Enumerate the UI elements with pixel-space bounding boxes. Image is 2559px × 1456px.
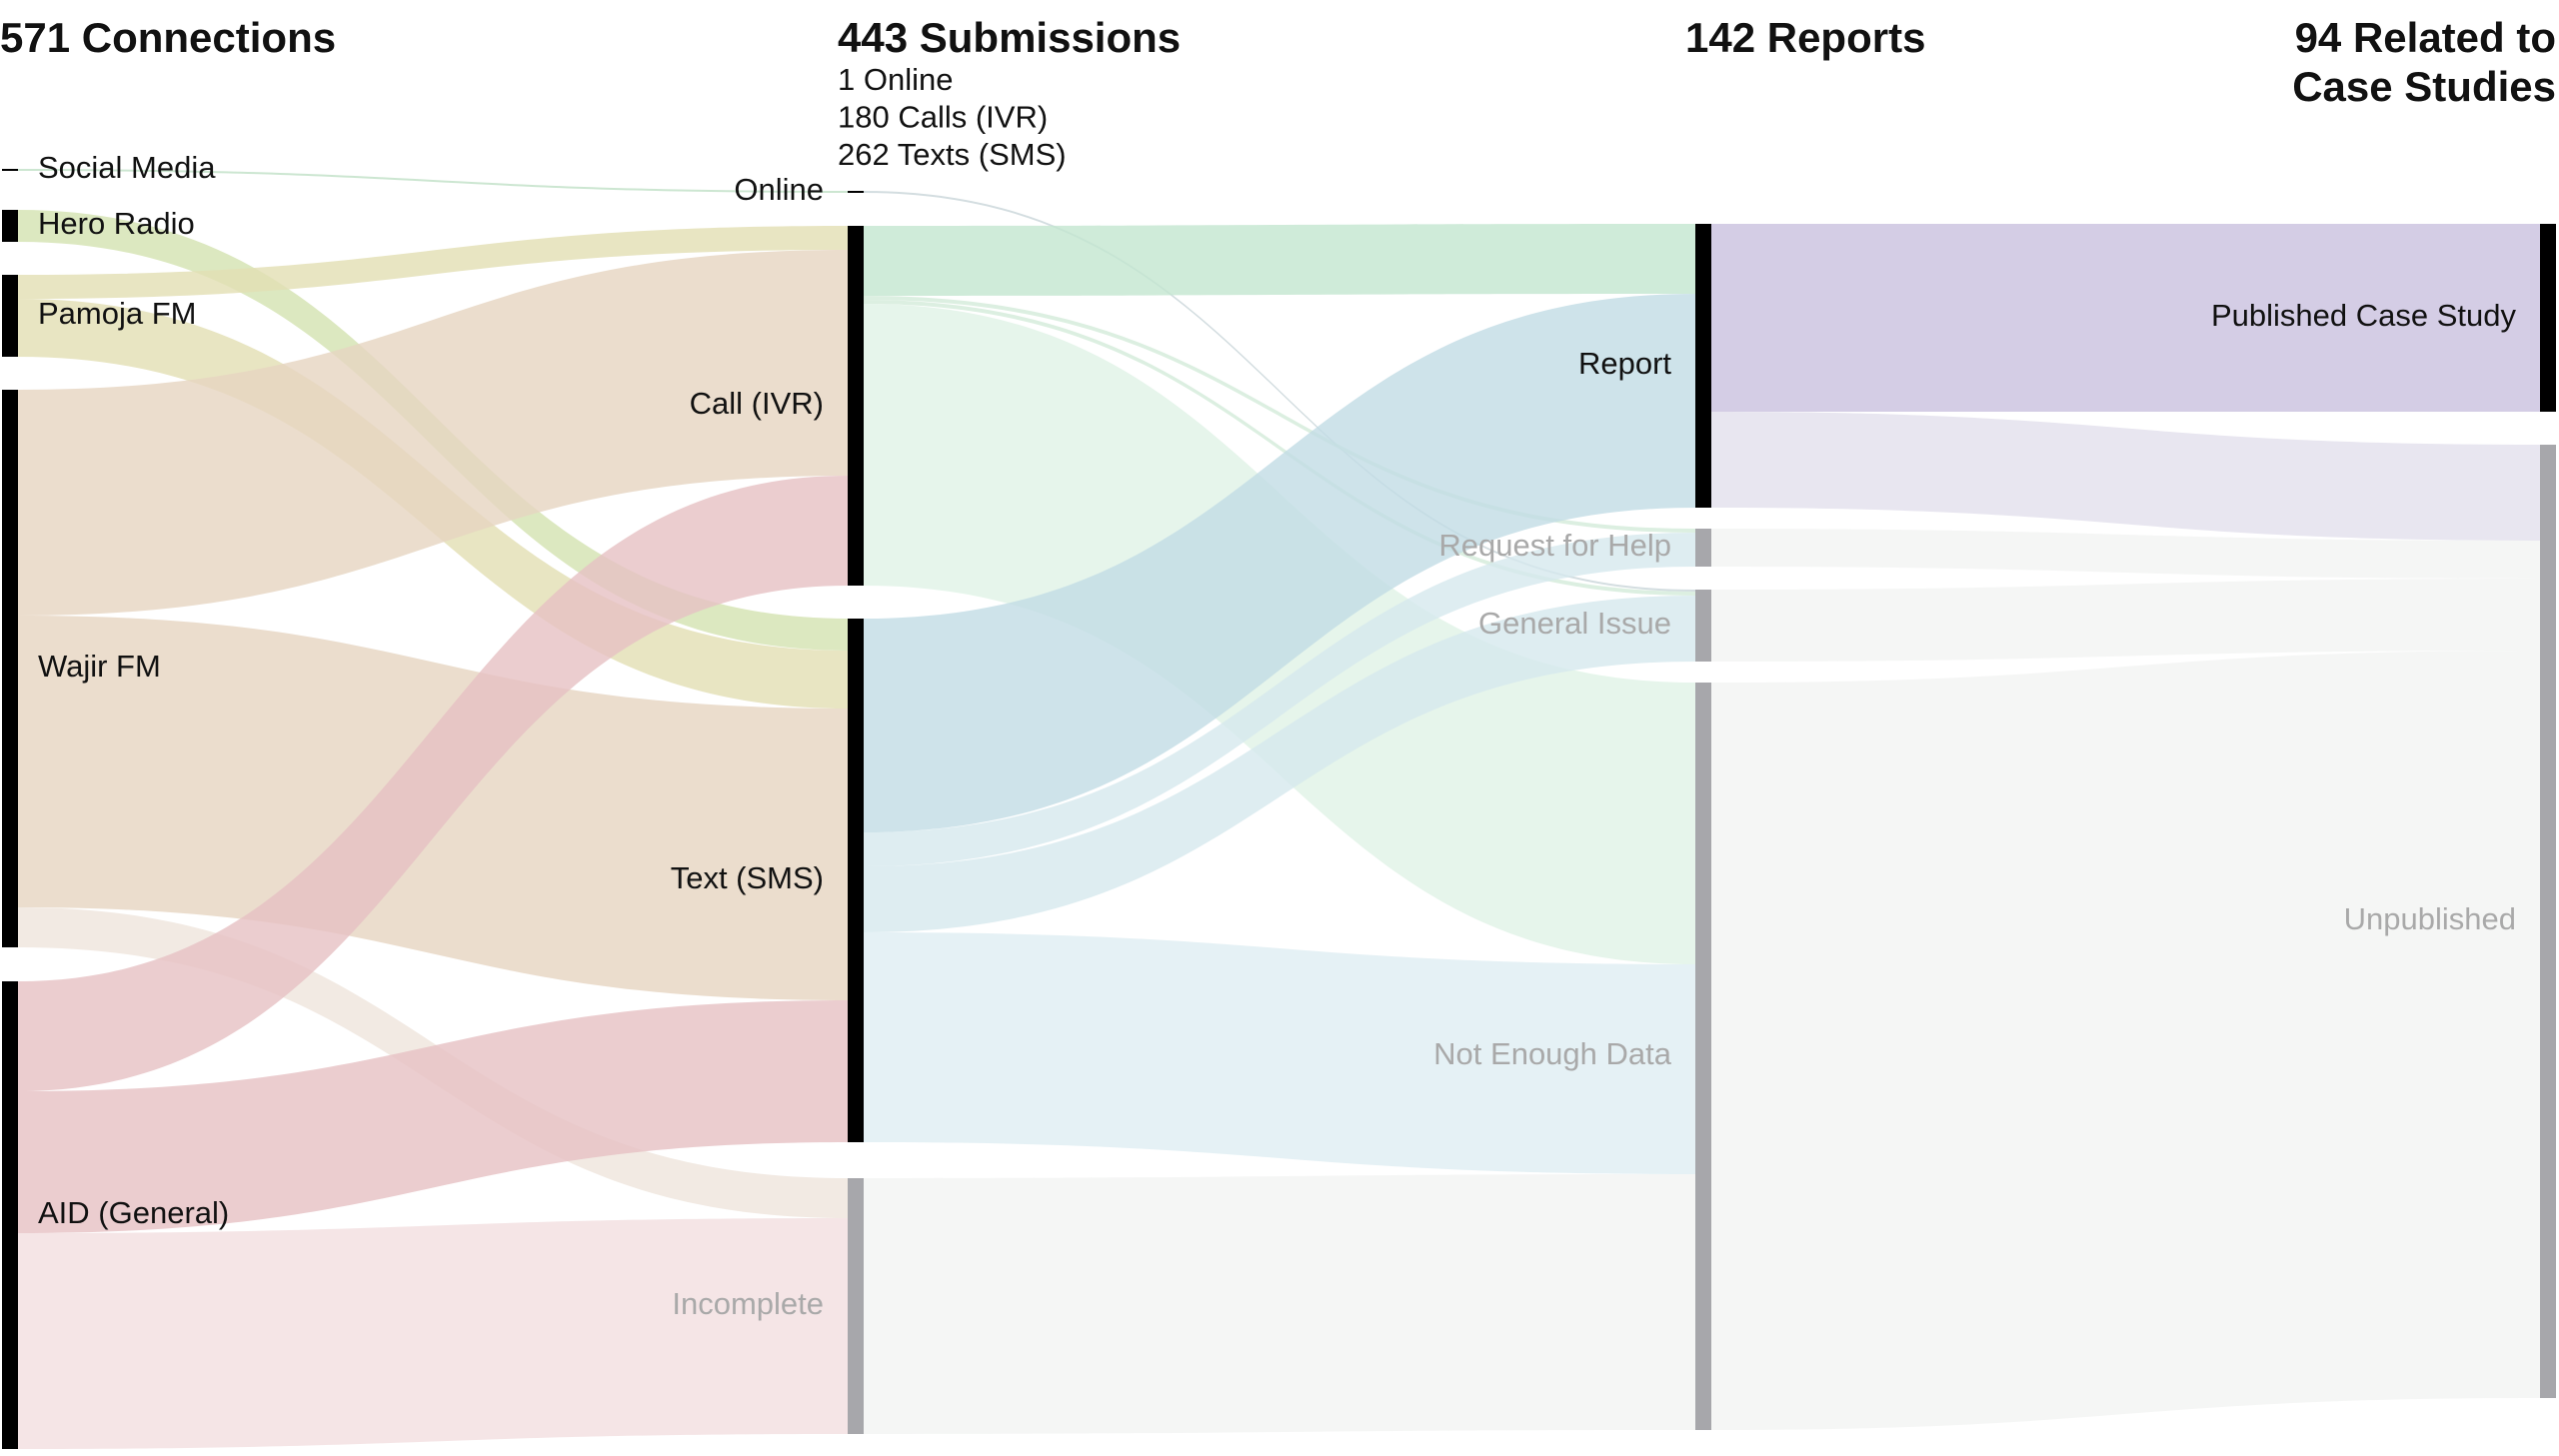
labels: Social Media Hero Radio Pamoja FM Wajir FM A… xyxy=(38,150,2516,1321)
column-subtitle: 262 Texts (SMS) xyxy=(838,137,1067,172)
links xyxy=(18,169,2540,1449)
node-label: Wajir FM xyxy=(38,649,161,684)
node-bar xyxy=(1695,683,1711,1430)
flow xyxy=(1711,651,2540,1430)
flow xyxy=(1711,224,2540,412)
flow xyxy=(864,932,1695,1174)
node-label: Hero Radio xyxy=(38,206,195,241)
node-label: Request for Help xyxy=(1438,528,1671,563)
column-title: 571 Connections xyxy=(0,14,336,61)
column-title: 443 Submissions xyxy=(838,14,1181,61)
column-subtitle: 1 Online xyxy=(838,62,953,97)
column-title: 94 Related to xyxy=(2295,14,2556,61)
flow xyxy=(864,224,1695,296)
flow xyxy=(1711,412,2540,541)
node-bar xyxy=(1695,529,1711,567)
node-label: Not Enough Data xyxy=(1433,1036,1672,1071)
node-bar xyxy=(2,981,18,1449)
flow xyxy=(1711,579,2540,662)
node-bar xyxy=(2,210,18,242)
column-title: Case Studies xyxy=(2292,63,2556,110)
node-label: Unpublished xyxy=(2344,901,2516,936)
node-bar xyxy=(848,619,864,1142)
flow xyxy=(864,191,1695,592)
flow xyxy=(18,250,848,616)
node-label: General Issue xyxy=(1478,606,1671,641)
flow xyxy=(864,300,1695,596)
node-label: Online xyxy=(734,172,824,207)
flow xyxy=(18,1218,848,1449)
node-bar xyxy=(2,390,18,947)
flow xyxy=(864,596,1695,932)
node-bar xyxy=(2,169,18,171)
flow xyxy=(864,1174,1695,1434)
node-label: Social Media xyxy=(38,150,216,185)
node-bar xyxy=(2540,445,2556,1398)
node-label: AID (General) xyxy=(38,1195,229,1230)
node-bar xyxy=(1695,590,1711,662)
nodes xyxy=(2,169,2556,1449)
flow xyxy=(864,533,1695,866)
flow xyxy=(18,169,848,193)
node-label: Call (IVR) xyxy=(690,386,824,421)
flow xyxy=(864,296,1695,533)
node-label: Text (SMS) xyxy=(671,860,824,895)
flow xyxy=(18,226,848,299)
node-bar xyxy=(848,1178,864,1434)
node-bar xyxy=(848,226,864,586)
column-title: 142 Reports xyxy=(1685,14,1925,61)
node-label: Report xyxy=(1578,346,1671,381)
column-subtitle: 180 Calls (IVR) xyxy=(838,100,1048,135)
flow xyxy=(864,294,1695,832)
node-label: Pamoja FM xyxy=(38,296,196,331)
node-label: Published Case Study xyxy=(2211,298,2517,333)
flow xyxy=(1711,529,2540,579)
node-bar xyxy=(1695,224,1711,508)
node-bar xyxy=(2540,224,2556,412)
flow xyxy=(18,1000,848,1233)
node-bar xyxy=(848,191,864,193)
flow xyxy=(18,476,848,1091)
node-label: Incomplete xyxy=(672,1286,824,1321)
node-bar xyxy=(2,275,18,357)
